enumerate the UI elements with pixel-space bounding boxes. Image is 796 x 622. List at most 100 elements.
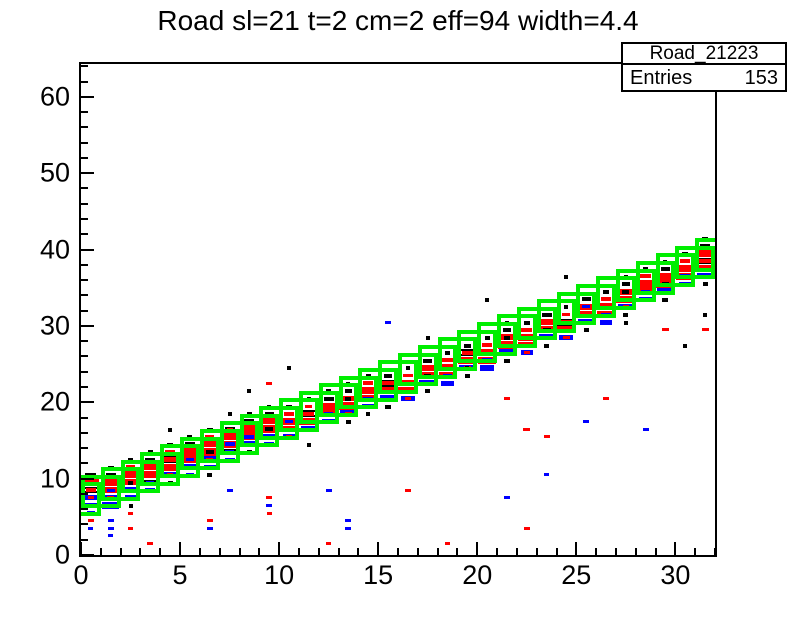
noise-bin	[206, 519, 213, 523]
noise-bin	[503, 496, 510, 500]
x-minor-tick	[555, 548, 558, 555]
band-bin	[538, 318, 555, 326]
y-axis-label: 30	[39, 310, 70, 341]
noise-bin	[107, 526, 114, 530]
band-bin	[442, 358, 453, 363]
band-bin	[127, 480, 134, 485]
x-minor-tick	[238, 548, 241, 555]
band-bin	[358, 387, 378, 395]
y-minor-tick	[81, 386, 88, 388]
band-bin	[444, 351, 451, 356]
band-bin	[405, 366, 410, 371]
noise-bin	[88, 526, 94, 530]
noise-bin	[544, 473, 550, 477]
band-bin	[581, 297, 591, 302]
noise-bin	[168, 427, 173, 432]
y-minor-tick	[81, 111, 88, 114]
noise-bin	[87, 519, 94, 523]
band-bin	[303, 411, 315, 416]
noise-bin	[266, 496, 273, 500]
y-minor-tick	[81, 416, 88, 419]
noise-bin	[345, 519, 352, 523]
band-bin	[482, 343, 493, 347]
band-bin	[265, 427, 274, 432]
band-bin	[601, 297, 611, 302]
y-minor-tick	[81, 80, 88, 83]
band-bin	[696, 250, 714, 257]
band-bin	[82, 479, 100, 486]
band-bin	[319, 402, 338, 410]
band-bin	[623, 312, 629, 317]
x-minor-tick	[535, 548, 538, 555]
band-bin	[621, 282, 630, 287]
band-bin	[205, 450, 214, 455]
plot-area	[81, 64, 715, 555]
band-bin	[521, 327, 533, 332]
band-bin	[85, 488, 96, 492]
x-minor-tick	[159, 548, 162, 555]
band-bin	[220, 433, 239, 441]
band-bin	[205, 434, 215, 439]
x-axis-label: 0	[73, 560, 89, 590]
noise-bin	[266, 503, 273, 507]
band-bin	[464, 374, 470, 379]
band-bin	[564, 305, 569, 310]
x-minor-tick	[694, 548, 697, 555]
band-bin	[503, 358, 510, 363]
y-major-tick	[81, 401, 94, 404]
noise-bin	[206, 526, 213, 530]
band-bin	[425, 389, 431, 394]
band-bin	[636, 280, 656, 288]
noise-bin	[226, 488, 233, 492]
band-bin	[161, 463, 180, 471]
band-bin	[702, 282, 708, 287]
x-major-tick	[575, 542, 578, 555]
x-minor-tick	[456, 548, 459, 555]
band-bin	[185, 457, 195, 462]
y-minor-tick	[81, 508, 88, 511]
x-minor-tick	[436, 548, 439, 555]
band-bin	[239, 425, 259, 433]
x-axis-label: 20	[462, 560, 493, 590]
x-major-tick	[476, 542, 479, 555]
band-bin	[544, 343, 550, 348]
noise-bin	[366, 412, 371, 417]
band-bin	[344, 389, 353, 394]
noise-bin	[583, 419, 590, 423]
band-bin	[180, 448, 200, 456]
band-bin	[345, 396, 352, 401]
noise-bin	[247, 389, 252, 394]
x-axis-label: 25	[561, 560, 592, 590]
band-bin	[106, 488, 115, 492]
band-bin	[484, 335, 490, 340]
x-minor-tick	[218, 548, 221, 555]
band-bin	[121, 471, 140, 479]
band-bin	[463, 343, 471, 348]
noise-bin	[127, 526, 134, 530]
noise-bin	[683, 343, 688, 348]
noise-bin	[404, 488, 411, 492]
band-bin	[657, 273, 674, 280]
band-bin	[404, 396, 411, 400]
noise-bin	[623, 320, 628, 325]
band-bin	[140, 471, 160, 479]
band-bin	[523, 320, 530, 325]
x-axis-label: 10	[264, 560, 295, 590]
plot-title: Road sl=21 t=2 cm=2 eff=94 width=4.4	[157, 5, 639, 36]
y-minor-tick	[81, 263, 88, 266]
x-minor-tick	[198, 548, 201, 555]
x-minor-tick	[397, 548, 399, 555]
y-minor-tick	[81, 447, 88, 450]
noise-bin	[701, 328, 709, 332]
band-bin	[640, 274, 652, 279]
noise-bin	[444, 542, 451, 546]
band-bin	[164, 457, 177, 462]
x-minor-tick	[317, 548, 320, 555]
x-axis-label: 15	[363, 560, 394, 590]
noise-bin	[425, 335, 430, 340]
band-bin	[582, 305, 591, 309]
x-minor-tick	[496, 548, 499, 555]
noise-bin	[325, 488, 332, 492]
y-axis-label: 40	[39, 234, 70, 265]
